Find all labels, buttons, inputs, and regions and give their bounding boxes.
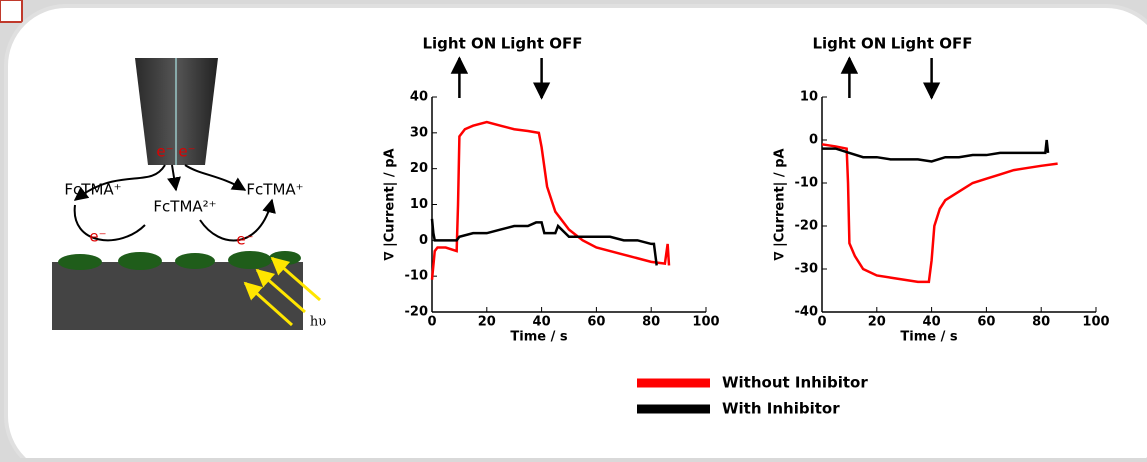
y-tick-label: 10	[800, 90, 818, 105]
light-rays	[243, 256, 321, 327]
arrow	[167, 164, 181, 192]
diagram-label: FcTMA⁺	[64, 181, 121, 199]
x-tick-label: 80	[642, 315, 660, 330]
x-tick-label: 80	[1032, 315, 1050, 330]
arrow	[73, 204, 146, 242]
diagram: FcTMA⁺ FcTMA²⁺ FcTMA⁺ e⁻ e⁻ e⁻ e⁻ hυ	[52, 58, 326, 330]
series-line	[821, 143, 1058, 284]
y-tick-label: 20	[410, 161, 428, 176]
electron-label: e⁻	[178, 143, 195, 161]
legend-label: Without Inhibitor	[722, 374, 868, 392]
electron-label: e⁻	[236, 231, 253, 249]
x-tick-label: 20	[478, 315, 496, 330]
annotation: Light ON	[422, 35, 496, 53]
annotation: Light OFF	[501, 35, 583, 53]
photon-label: hυ	[310, 315, 326, 330]
cells	[58, 251, 301, 270]
y-axis-label: ∇ |Current| / pA	[383, 148, 398, 260]
arrow	[184, 164, 247, 191]
electron-label: e⁻	[156, 143, 173, 161]
x-tick-label: 60	[587, 315, 605, 330]
y-axis-label: ∇ |Current| / pA	[773, 148, 788, 260]
x-axis-label: Time / s	[510, 330, 567, 345]
y-tick-label: 10	[410, 197, 428, 212]
x-tick-label: 40	[533, 315, 551, 330]
x-tick-label: 20	[868, 315, 886, 330]
x-tick-label: 60	[977, 315, 995, 330]
y-tick-label: -20	[795, 219, 819, 234]
arrow	[73, 164, 166, 201]
x-tick-label: 0	[817, 315, 826, 330]
legend: Without Inhibitor With Inhibitor	[637, 374, 868, 418]
series-line	[430, 218, 658, 266]
annotation: Light ON	[812, 35, 886, 53]
electron-label: e⁻	[89, 228, 106, 246]
diagram-label: FcTMA²⁺	[153, 198, 216, 216]
substrate	[52, 262, 303, 330]
y-tick-label: 0	[419, 233, 428, 248]
legend-label: With Inhibitor	[722, 400, 840, 418]
diagram-label: FcTMA⁺	[246, 181, 303, 199]
y-tick-label: -10	[795, 176, 819, 191]
y-tick-label: 40	[410, 90, 428, 105]
arrow	[199, 198, 276, 242]
corner-mark	[0, 0, 23, 23]
x-tick-label: 100	[692, 315, 719, 330]
y-tick-label: -40	[795, 305, 819, 320]
x-axis-label: Time / s	[900, 330, 957, 345]
y-tick-label: 0	[809, 133, 818, 148]
x-tick-label: 40	[923, 315, 941, 330]
y-tick-label: -20	[405, 305, 429, 320]
y-tick-label: -10	[405, 269, 429, 284]
annotation: Light OFF	[891, 35, 973, 53]
y-tick-label: 30	[410, 125, 428, 140]
y-tick-label: -30	[795, 262, 819, 277]
x-tick-label: 100	[1082, 315, 1109, 330]
series-line	[822, 139, 1050, 163]
x-tick-label: 0	[427, 315, 436, 330]
series-line	[430, 120, 671, 280]
